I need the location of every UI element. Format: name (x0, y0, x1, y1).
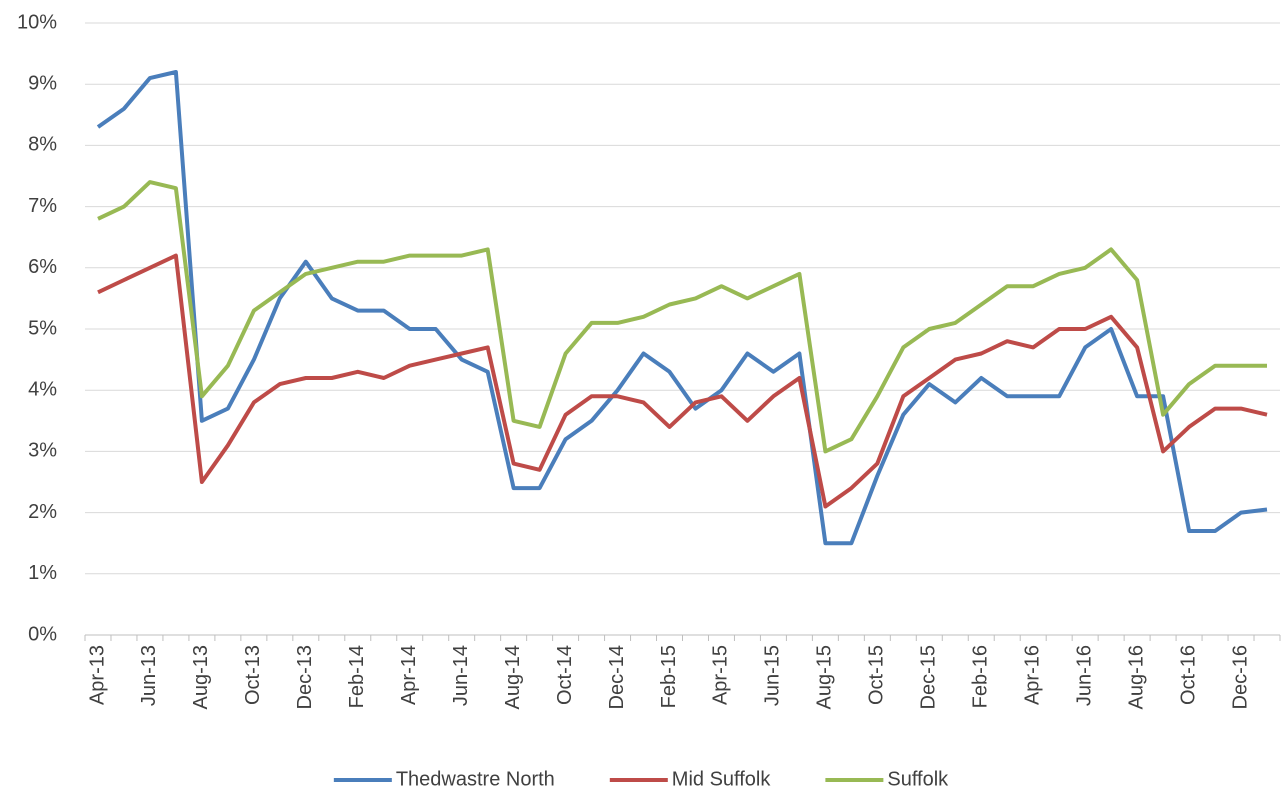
y-tick-label: 3% (28, 440, 57, 462)
x-tick-label: Oct-14 (554, 645, 576, 705)
legend-label: Mid Suffolk (672, 768, 772, 790)
x-tick-label: Feb-14 (346, 645, 368, 708)
x-tick-label: Oct-15 (866, 645, 888, 705)
series-line (96, 70, 1268, 546)
x-tick-label: Apr-14 (398, 645, 420, 705)
x-tick-label: Dec-15 (918, 645, 940, 709)
x-tick-label: Jun-13 (138, 645, 160, 706)
x-tick-label: Apr-15 (710, 645, 732, 705)
x-tick-label: Aug-14 (502, 645, 524, 710)
y-tick-label: 0% (28, 623, 57, 645)
y-tick-label: 2% (28, 501, 57, 523)
x-tick-label: Jun-16 (1073, 645, 1095, 706)
x-tick-label: Dec-13 (294, 645, 316, 709)
y-tick-label: 6% (28, 256, 57, 278)
legend-label: Thedwastre North (396, 768, 555, 790)
x-tick-label: Apr-16 (1021, 645, 1043, 705)
x-tick-label: Feb-15 (658, 645, 680, 708)
x-tick-label: Feb-16 (970, 645, 992, 708)
y-tick-label: 4% (28, 378, 57, 400)
y-tick-label: 7% (28, 195, 57, 217)
series-line (97, 253, 1268, 509)
y-tick-label: 5% (28, 317, 57, 339)
x-tick-label: Aug-15 (814, 645, 836, 710)
legend-label: Suffolk (887, 768, 949, 790)
x-tick-label: Oct-13 (242, 645, 264, 705)
x-tick-label: Oct-16 (1177, 645, 1199, 705)
y-tick-label: 8% (28, 134, 57, 156)
x-tick-label: Dec-14 (606, 645, 628, 709)
x-tick-label: Dec-16 (1229, 645, 1251, 709)
x-tick-label: Jun-14 (450, 645, 472, 706)
x-tick-label: Apr-13 (86, 645, 108, 705)
y-tick-label: 9% (28, 72, 57, 94)
x-tick-label: Jun-15 (762, 645, 784, 706)
y-tick-label: 10% (17, 11, 57, 33)
x-tick-label: Aug-16 (1125, 645, 1147, 710)
series-line (97, 180, 1267, 454)
x-tick-label: Aug-13 (190, 645, 212, 710)
y-tick-label: 1% (28, 562, 57, 584)
